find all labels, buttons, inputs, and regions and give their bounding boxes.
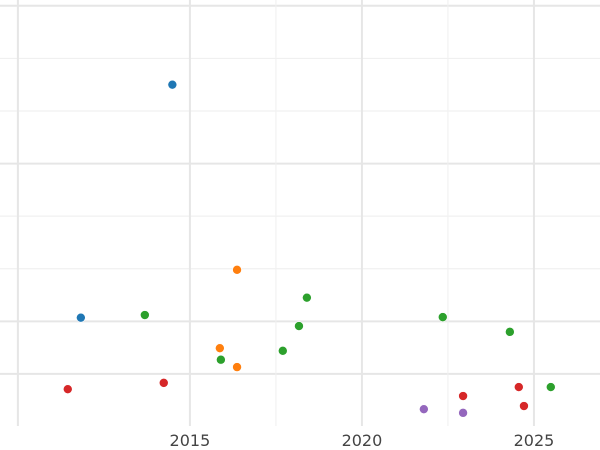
data-point <box>216 354 226 365</box>
data-point <box>62 384 73 394</box>
grid <box>0 0 600 426</box>
data-point <box>514 382 524 392</box>
data-point <box>546 382 556 392</box>
x-tick-label: 2015 <box>170 431 211 450</box>
data-point <box>76 312 86 323</box>
data-point <box>458 408 468 418</box>
data-point <box>158 378 169 388</box>
data-point <box>302 292 312 303</box>
x-tick-label: 2020 <box>342 431 383 450</box>
data-point <box>167 79 178 90</box>
data-point <box>419 404 429 414</box>
x-tick-label: 2025 <box>514 431 555 450</box>
data-point <box>232 362 242 372</box>
data-point <box>458 391 468 401</box>
data-point <box>519 401 529 411</box>
data-points <box>62 79 556 418</box>
data-point <box>140 310 150 320</box>
data-point <box>437 312 448 322</box>
data-point <box>505 327 515 337</box>
x-axis-ticks: 2015 2020 2025 <box>170 431 555 450</box>
data-point <box>232 264 242 275</box>
data-point <box>277 345 288 356</box>
data-point <box>294 321 304 331</box>
data-point <box>215 343 225 353</box>
